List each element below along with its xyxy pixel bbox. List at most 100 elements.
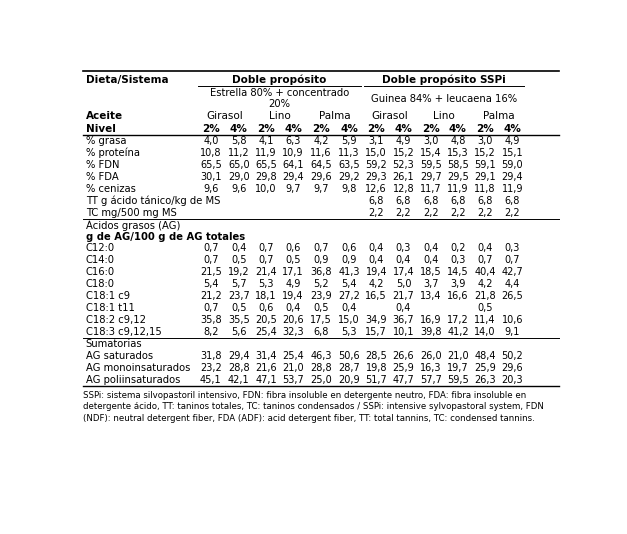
Text: 9,7: 9,7 [285, 184, 301, 194]
Text: 35,8: 35,8 [200, 315, 221, 325]
Text: 19,7: 19,7 [447, 363, 469, 373]
Text: 15,1: 15,1 [502, 148, 523, 158]
Text: 59,5: 59,5 [420, 160, 441, 170]
Text: 4%: 4% [284, 124, 302, 134]
Text: 5,2: 5,2 [314, 279, 329, 289]
Text: C18:3 c9,12,15: C18:3 c9,12,15 [86, 327, 161, 337]
Text: 29,6: 29,6 [310, 172, 332, 182]
Text: 4%: 4% [340, 124, 358, 134]
Text: 0,4: 0,4 [285, 303, 301, 313]
Text: 11,9: 11,9 [255, 148, 277, 158]
Text: % FDN: % FDN [86, 160, 119, 170]
Text: 0,4: 0,4 [477, 244, 493, 254]
Text: 4,9: 4,9 [505, 136, 520, 146]
Text: 29,6: 29,6 [502, 363, 523, 373]
Text: 29,7: 29,7 [420, 172, 441, 182]
Text: 47,1: 47,1 [255, 375, 277, 384]
Text: 2,2: 2,2 [477, 208, 493, 218]
Text: 12,6: 12,6 [366, 184, 387, 194]
Text: 3,0: 3,0 [423, 136, 438, 146]
Text: 0,5: 0,5 [231, 303, 246, 313]
Text: 11,9: 11,9 [447, 184, 468, 194]
Text: 0,5: 0,5 [477, 303, 493, 313]
Text: 19,8: 19,8 [366, 363, 387, 373]
Text: 48,4: 48,4 [475, 351, 496, 361]
Text: 3,1: 3,1 [369, 136, 384, 146]
Text: 5,9: 5,9 [341, 136, 357, 146]
Text: 5,0: 5,0 [396, 279, 411, 289]
Text: 0,4: 0,4 [369, 244, 384, 254]
Text: 19,2: 19,2 [228, 268, 250, 277]
Text: g de AG/100 g de AG totales: g de AG/100 g de AG totales [86, 232, 245, 241]
Text: 28,8: 28,8 [310, 363, 332, 373]
Text: 31,8: 31,8 [200, 351, 221, 361]
Text: 0,3: 0,3 [505, 244, 520, 254]
Text: 29,4: 29,4 [282, 172, 304, 182]
Text: 58,5: 58,5 [447, 160, 469, 170]
Text: 19,4: 19,4 [282, 291, 304, 301]
Text: 32,3: 32,3 [282, 327, 304, 337]
Text: 0,5: 0,5 [314, 303, 329, 313]
Text: 2%: 2% [202, 124, 219, 134]
Text: 0,6: 0,6 [258, 303, 273, 313]
Text: 65,5: 65,5 [255, 160, 277, 170]
Text: 26,5: 26,5 [502, 291, 523, 301]
Text: Girasol: Girasol [206, 111, 243, 121]
Text: 2%: 2% [422, 124, 440, 134]
Text: 20,6: 20,6 [282, 315, 304, 325]
Text: 2%: 2% [367, 124, 385, 134]
Text: 25,4: 25,4 [282, 351, 304, 361]
Text: 14,0: 14,0 [475, 327, 496, 337]
Text: 5,4: 5,4 [203, 279, 219, 289]
Text: 5,8: 5,8 [231, 136, 246, 146]
Text: SSPi: sistema silvopastoril intensivo, FDN: fibra insoluble en detergente neutro: SSPi: sistema silvopastoril intensivo, F… [83, 390, 544, 423]
Text: 0,2: 0,2 [450, 244, 466, 254]
Text: Lino: Lino [433, 111, 455, 121]
Text: 28,8: 28,8 [228, 363, 250, 373]
Text: 27,2: 27,2 [338, 291, 360, 301]
Text: 0,7: 0,7 [258, 244, 274, 254]
Text: 25,9: 25,9 [474, 363, 496, 373]
Text: 25,4: 25,4 [255, 327, 277, 337]
Text: 6,8: 6,8 [396, 196, 411, 206]
Text: 65,0: 65,0 [228, 160, 250, 170]
Text: 15,0: 15,0 [338, 315, 360, 325]
Text: Nivel: Nivel [86, 124, 115, 134]
Text: 26,3: 26,3 [474, 375, 496, 384]
Text: 3,7: 3,7 [423, 279, 438, 289]
Text: 2%: 2% [312, 124, 330, 134]
Text: 4,1: 4,1 [258, 136, 273, 146]
Text: 21,8: 21,8 [474, 291, 496, 301]
Text: 17,2: 17,2 [447, 315, 469, 325]
Text: 4,2: 4,2 [477, 279, 493, 289]
Text: 6,8: 6,8 [369, 196, 384, 206]
Text: 26,6: 26,6 [393, 351, 414, 361]
Text: 14,5: 14,5 [447, 268, 469, 277]
Text: C18:1 c9: C18:1 c9 [86, 291, 130, 301]
Text: 21,0: 21,0 [447, 351, 469, 361]
Text: 4,2: 4,2 [314, 136, 329, 146]
Text: 10,9: 10,9 [282, 148, 304, 158]
Text: % proteína: % proteína [86, 148, 140, 159]
Text: Sumatorias: Sumatorias [86, 339, 142, 349]
Text: 15,2: 15,2 [393, 148, 414, 158]
Text: 50,6: 50,6 [338, 351, 360, 361]
Text: Estrella 80% + concentrado
20%: Estrella 80% + concentrado 20% [210, 88, 349, 109]
Text: 9,6: 9,6 [203, 184, 218, 194]
Text: 11,4: 11,4 [475, 315, 496, 325]
Text: 4,0: 4,0 [203, 136, 218, 146]
Text: 4%: 4% [394, 124, 413, 134]
Text: 9,7: 9,7 [314, 184, 329, 194]
Text: 21,5: 21,5 [200, 268, 222, 277]
Text: Girasol: Girasol [371, 111, 408, 121]
Text: 52,3: 52,3 [393, 160, 414, 170]
Text: 39,8: 39,8 [420, 327, 441, 337]
Text: 2%: 2% [477, 124, 494, 134]
Text: C16:0: C16:0 [86, 268, 115, 277]
Text: 41,3: 41,3 [339, 268, 360, 277]
Text: % FDA: % FDA [86, 172, 119, 182]
Text: 21,7: 21,7 [393, 291, 414, 301]
Text: 28,7: 28,7 [338, 363, 360, 373]
Text: 65,5: 65,5 [200, 160, 222, 170]
Text: 31,4: 31,4 [255, 351, 277, 361]
